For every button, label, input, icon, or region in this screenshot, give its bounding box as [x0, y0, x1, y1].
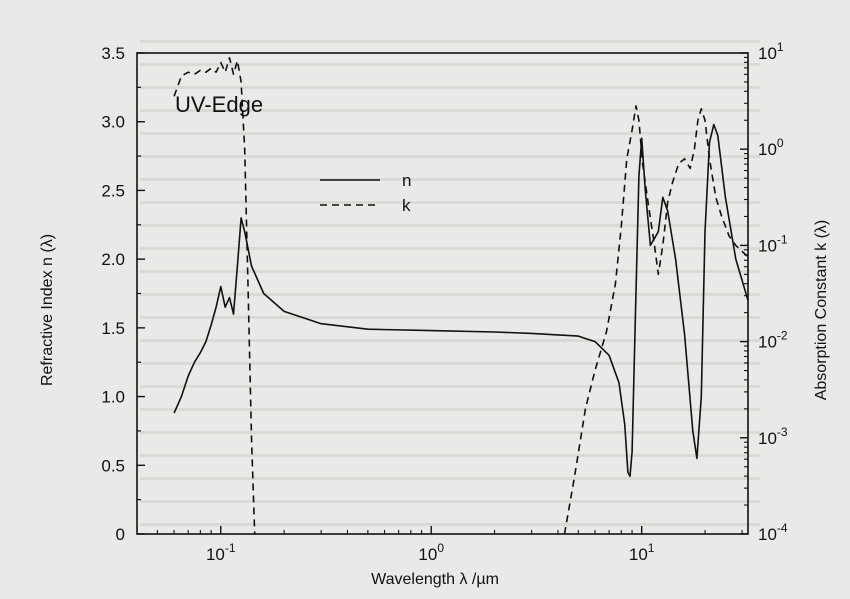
axes	[136, 52, 749, 535]
series-k-line	[173, 57, 256, 535]
left-y-axis-title: Refractive Index n (λ)	[39, 234, 56, 386]
plot-frame	[136, 52, 749, 535]
uv-edge-annotation: UV-Edge	[175, 92, 263, 117]
right-y-tick-label: 10-2	[758, 329, 788, 352]
left-y-tick-label: 1.0	[101, 388, 125, 407]
right-y-tick-label: 100	[758, 136, 784, 159]
x-tick-label: 101	[629, 541, 655, 564]
x-tick-label: 10-1	[206, 541, 236, 564]
background-page-text	[140, 40, 760, 546]
series-layer	[173, 57, 749, 535]
left-y-tick-label: 3.5	[101, 44, 125, 63]
series-k-line	[563, 105, 749, 535]
left-y-tick-label: 2.5	[101, 181, 125, 200]
right-y-tick-label: 10-4	[758, 521, 788, 544]
right-y-tick-label: 101	[758, 40, 784, 63]
legend-k-label: k	[402, 196, 411, 215]
left-y-tick-label: 1.5	[101, 319, 125, 338]
right-y-axis-title: Absorption Constant k (λ)	[813, 220, 830, 401]
x-axis-title: Wavelength λ /µm	[371, 571, 499, 588]
ticks: 0 0.5 1.0 1.5 2.0 2.5 3.0 3.5 10-4 10-3 10-2 10-1 10…	[101, 40, 788, 564]
left-y-tick-label: 0	[116, 525, 125, 544]
right-y-tick-label: 10-1	[758, 232, 788, 255]
series-n-line	[173, 123, 749, 478]
left-y-tick-label: 2.0	[101, 250, 125, 269]
legend-n-label: n	[402, 171, 411, 190]
left-y-tick-label: 0.5	[101, 456, 125, 475]
legend: n k	[320, 171, 411, 215]
right-y-tick-label: 10-3	[758, 425, 788, 448]
left-y-tick-label: 3.0	[101, 113, 125, 132]
x-tick-label: 100	[418, 541, 444, 564]
